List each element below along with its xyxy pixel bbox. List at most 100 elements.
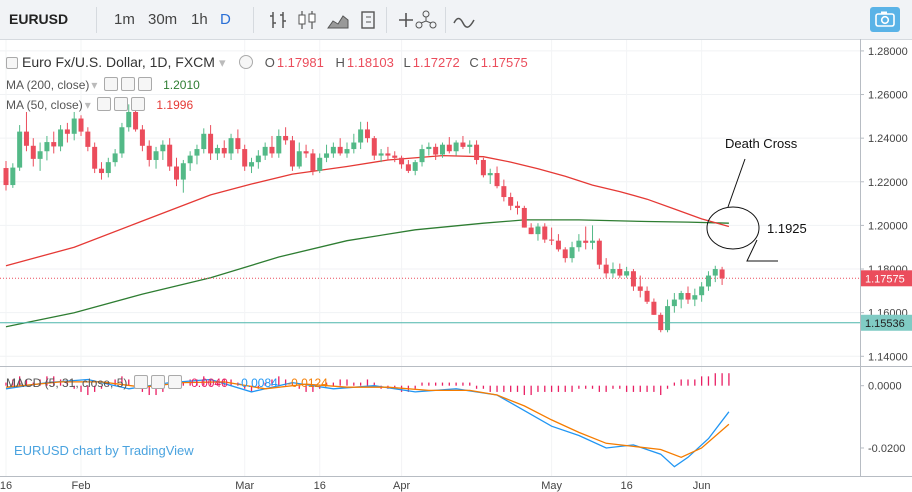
candle-body: [685, 293, 691, 300]
time-tick-label: Feb: [72, 480, 91, 492]
candle-body: [712, 269, 718, 276]
symbol-label[interactable]: EURUSD: [9, 11, 69, 27]
timeframe-30m[interactable]: 30m: [148, 11, 178, 28]
timeframe-1h[interactable]: 1h: [191, 11, 208, 28]
bar-style-icon[interactable]: [268, 9, 290, 31]
candle-body: [453, 142, 459, 152]
price-tick-label: 1.26000: [868, 90, 908, 102]
candle-body: [64, 129, 70, 134]
candle-body: [10, 167, 16, 186]
candle-body: [699, 286, 705, 296]
candle-body: [337, 146, 343, 154]
camera-button[interactable]: [870, 7, 900, 32]
candle-body: [535, 226, 541, 235]
templates-icon[interactable]: [413, 8, 439, 32]
time-tick-label: Apr: [393, 480, 410, 492]
candle-body: [590, 240, 596, 243]
last-price-tag-label: 1.17575: [865, 273, 905, 285]
time-tick-label: 16: [620, 480, 632, 492]
ma200-value: 1.2010: [163, 78, 200, 92]
candle-body: [174, 166, 179, 180]
eye-icon[interactable]: [103, 77, 118, 91]
time-tick-label: May: [541, 480, 562, 492]
time-tick-label: 16: [314, 480, 326, 492]
candle-body: [494, 173, 500, 187]
candle-body: [569, 247, 575, 259]
collapse-icon[interactable]: [6, 57, 18, 69]
close-icon[interactable]: [167, 375, 182, 389]
time-tick-label: Mar: [235, 480, 254, 492]
candle-body: [671, 299, 677, 307]
chevron-down-icon[interactable]: ▾: [218, 55, 226, 70]
eye-icon[interactable]: [133, 375, 148, 389]
candle-body: [412, 162, 418, 171]
toolbar-divider: [445, 7, 446, 33]
indicators-icon[interactable]: [358, 9, 380, 31]
eye-icon[interactable]: [239, 55, 254, 69]
line-tool-icon[interactable]: [452, 10, 476, 30]
last-price-tag: [861, 270, 912, 287]
candle-body: [269, 146, 275, 154]
candle-body: [596, 240, 602, 265]
chevron-down-icon[interactable]: ▾: [91, 78, 98, 92]
candle-body: [112, 153, 118, 163]
candle-body: [480, 159, 486, 176]
ma200-label: MA (200, close): [6, 78, 90, 92]
candle-body: [92, 146, 98, 169]
candle-body: [344, 149, 350, 154]
candle-body: [719, 269, 725, 279]
candle-body: [208, 133, 214, 154]
candle-body: [562, 249, 568, 259]
candle-body: [153, 151, 159, 160]
candle-style-icon[interactable]: [296, 9, 318, 31]
open-value: 1.17981: [276, 55, 324, 70]
candle-body: [324, 153, 330, 158]
price-tick-label: 1.28000: [868, 46, 908, 58]
candle-body: [283, 135, 289, 141]
candle-body: [187, 155, 193, 164]
price-tags: 1.17575 1.15536: [861, 270, 912, 331]
settings-icon[interactable]: [150, 375, 165, 389]
main-legend: Euro Fx/U.S. Dollar, 1D, FXCM ▾ O 1.17981 …: [6, 54, 528, 71]
timeframe-d[interactable]: D: [220, 11, 231, 28]
macd-legend: MACD (5, 31, close, 5) 0.0040 -0.0084 -0…: [6, 375, 328, 390]
candle-body: [399, 157, 405, 165]
candle-body: [30, 145, 36, 159]
settings-icon[interactable]: [120, 77, 135, 91]
candle-body: [630, 271, 636, 287]
candle-body: [651, 301, 657, 315]
compare-icon[interactable]: [396, 10, 416, 30]
candle-body: [146, 145, 152, 160]
candle-body: [692, 295, 698, 300]
candle-body: [583, 240, 589, 243]
candle-body: [262, 146, 268, 156]
candle-body: [139, 129, 145, 146]
candles: [3, 104, 725, 333]
candle-body: [644, 290, 650, 302]
candle-body: [426, 146, 432, 150]
candle-body: [617, 269, 623, 276]
close-label: C: [469, 55, 479, 70]
close-icon[interactable]: [137, 77, 152, 91]
ma50-legend: MA (50, close) ▾ 1.1996: [6, 97, 193, 112]
candle-body: [160, 144, 166, 152]
support-tag-label: 1.15536: [865, 318, 905, 330]
candle-body: [405, 164, 411, 171]
candle-body: [249, 162, 255, 167]
candle-body: [119, 127, 125, 154]
candle-body: [58, 129, 64, 147]
ma50-label: MA (50, close): [6, 98, 83, 112]
candle-body: [542, 226, 548, 240]
ma50-line: [5, 154, 730, 267]
candle-body: [133, 111, 139, 130]
eye-icon[interactable]: [97, 97, 112, 111]
timeframe-1m[interactable]: 1m: [114, 11, 135, 28]
horizontal-levels: [0, 277, 860, 324]
close-icon[interactable]: [131, 97, 146, 111]
chevron-down-icon[interactable]: ▾: [84, 98, 91, 112]
area-style-icon[interactable]: [326, 9, 350, 31]
candle-body: [44, 142, 50, 152]
settings-icon[interactable]: [114, 97, 129, 111]
price-tick-label: 1.24000: [868, 133, 908, 145]
